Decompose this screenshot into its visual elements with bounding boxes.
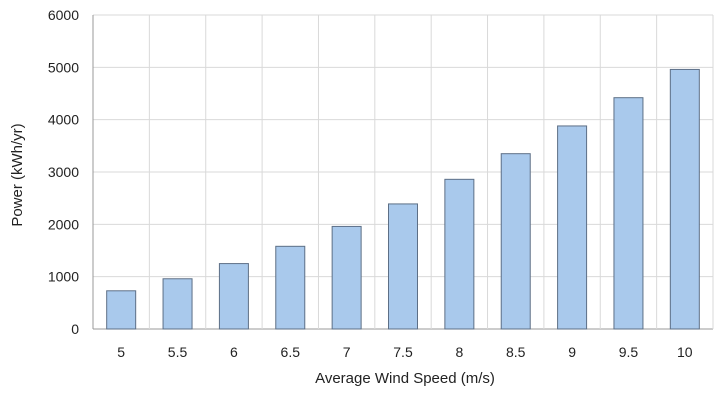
y-tick-label: 6000 [48, 7, 79, 23]
bar-9 [557, 125, 588, 330]
bar-5.5 [162, 278, 193, 330]
x-tick-label: 7 [343, 344, 351, 360]
grid-lines [92, 14, 714, 330]
x-tick-labels: 5 5.5 6 6.5 7 7.5 8 8.5 9 9.5 10 [117, 344, 693, 360]
bar-7 [331, 225, 362, 330]
x-tick-label: 7.5 [393, 344, 413, 360]
x-tick-label: 8 [455, 344, 463, 360]
y-tick-label: 2000 [48, 216, 79, 232]
x-tick-label: 8.5 [506, 344, 526, 360]
x-tick-label: 9 [568, 344, 576, 360]
bar-7.5 [388, 203, 418, 330]
bar-10 [669, 68, 700, 330]
x-tick-label: 9.5 [619, 344, 639, 360]
x-axis-title: Average Wind Speed (m/s) [315, 370, 495, 387]
y-tick-label: 4000 [48, 112, 79, 128]
bar-8.5 [500, 153, 531, 330]
y-tick-labels: 0 1000 2000 3000 4000 5000 6000 [48, 7, 79, 337]
bar-8 [444, 178, 475, 330]
bar-5 [106, 290, 137, 330]
x-tick-label: 10 [677, 344, 693, 360]
y-tick-label: 0 [71, 321, 79, 337]
x-tick-label: 6 [230, 344, 238, 360]
bar-9.5 [613, 97, 644, 330]
y-tick-label: 1000 [48, 269, 79, 285]
x-tick-label: 6.5 [281, 344, 301, 360]
x-tick-label: 5.5 [168, 344, 188, 360]
y-axis-title: Power (kWh/yr) [9, 123, 26, 226]
x-tick-label: 5 [117, 344, 125, 360]
y-tick-label: 3000 [48, 164, 79, 180]
bars [106, 68, 700, 330]
y-tick-label: 5000 [48, 59, 79, 75]
bar-6 [218, 263, 249, 330]
bar-6.5 [275, 245, 306, 330]
